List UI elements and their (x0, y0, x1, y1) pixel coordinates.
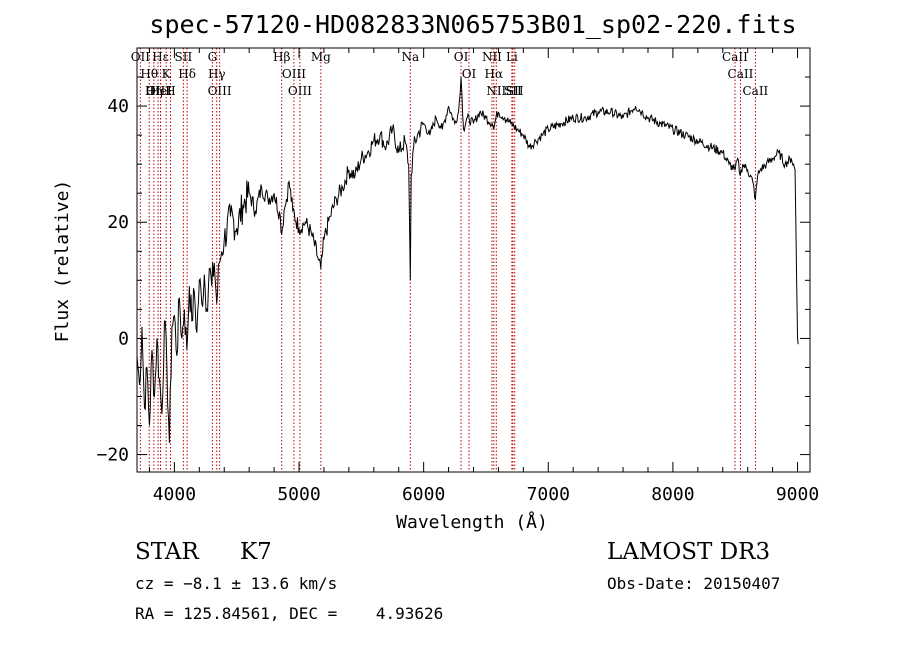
plot-frame (136, 47, 811, 473)
spectral-line-label: CaII (722, 50, 748, 64)
spectral-line-label: Hβ (273, 50, 290, 64)
x-tick-label: 8000 (651, 484, 694, 505)
coordinates: RA = 125.84561, DEC = 4.93626 (135, 604, 444, 623)
spectral-line-label: Mg (311, 50, 331, 64)
spectral-line-label: Hδ (178, 67, 196, 81)
y-axis-label: Flux (relative) (52, 180, 73, 343)
spectral-line-label: SII (175, 50, 193, 64)
x-tick-label: 9000 (776, 484, 819, 505)
spectral-line-label: Hθ (140, 67, 158, 81)
object-subclass: K7 (240, 539, 272, 565)
spectral-line-label: HeI (149, 84, 172, 98)
spectral-line-label: OI (454, 50, 469, 64)
spectral-line-label: SII (506, 84, 524, 98)
x-tick-label: 7000 (527, 484, 570, 505)
spectral-line-label: OIII (146, 84, 170, 98)
spectral-line-label: H (165, 84, 175, 98)
spectral-line-label: K (162, 67, 172, 81)
spectral-line-label: OIII (282, 67, 306, 81)
spectral-line-label: SII (504, 84, 522, 98)
spectral-line-label: Hα (485, 67, 504, 81)
spectral-line-label: Hγ (208, 67, 226, 81)
spectral-line-label: Na (401, 50, 419, 64)
spectral-line-label: G (208, 50, 218, 64)
spectral-line-label: OI (462, 67, 477, 81)
spectral-line-label: OIII (288, 84, 312, 98)
survey-name: LAMOST DR3 (607, 539, 771, 565)
redshift-value: cz = −8.1 ± 13.6 km/s (135, 574, 338, 593)
spectral-line-label: Hη (145, 84, 163, 98)
x-tick-label: 4000 (153, 484, 196, 505)
observation-date: Obs-Date: 20150407 (607, 574, 781, 593)
spectral-line-label: CaII (728, 67, 754, 81)
y-tick-label: 0 (118, 328, 129, 349)
spectrum-line-0 (136, 77, 799, 443)
y-tick-label: 20 (107, 212, 129, 233)
spectral-line-label: CaII (742, 84, 768, 98)
spectral-line-label: NII (482, 50, 502, 64)
x-axis-label: Wavelength (Å) (396, 511, 548, 533)
object-type: STAR (135, 539, 199, 565)
spectral-line-label: Li (506, 50, 518, 64)
y-tick-label: −20 (96, 445, 129, 466)
spectral-line-label: OIII (208, 84, 232, 98)
x-tick-label: 5000 (277, 484, 320, 505)
spectral-line-label: NII (486, 84, 506, 98)
y-tick-label: 40 (107, 96, 129, 117)
x-tick-label: 6000 (402, 484, 445, 505)
spectral-line-label: OII (131, 50, 151, 64)
chart-title: spec-57120-HD082833N065753B01_sp02-220.f… (149, 10, 796, 39)
spectral-line-label: Hε (152, 50, 169, 64)
